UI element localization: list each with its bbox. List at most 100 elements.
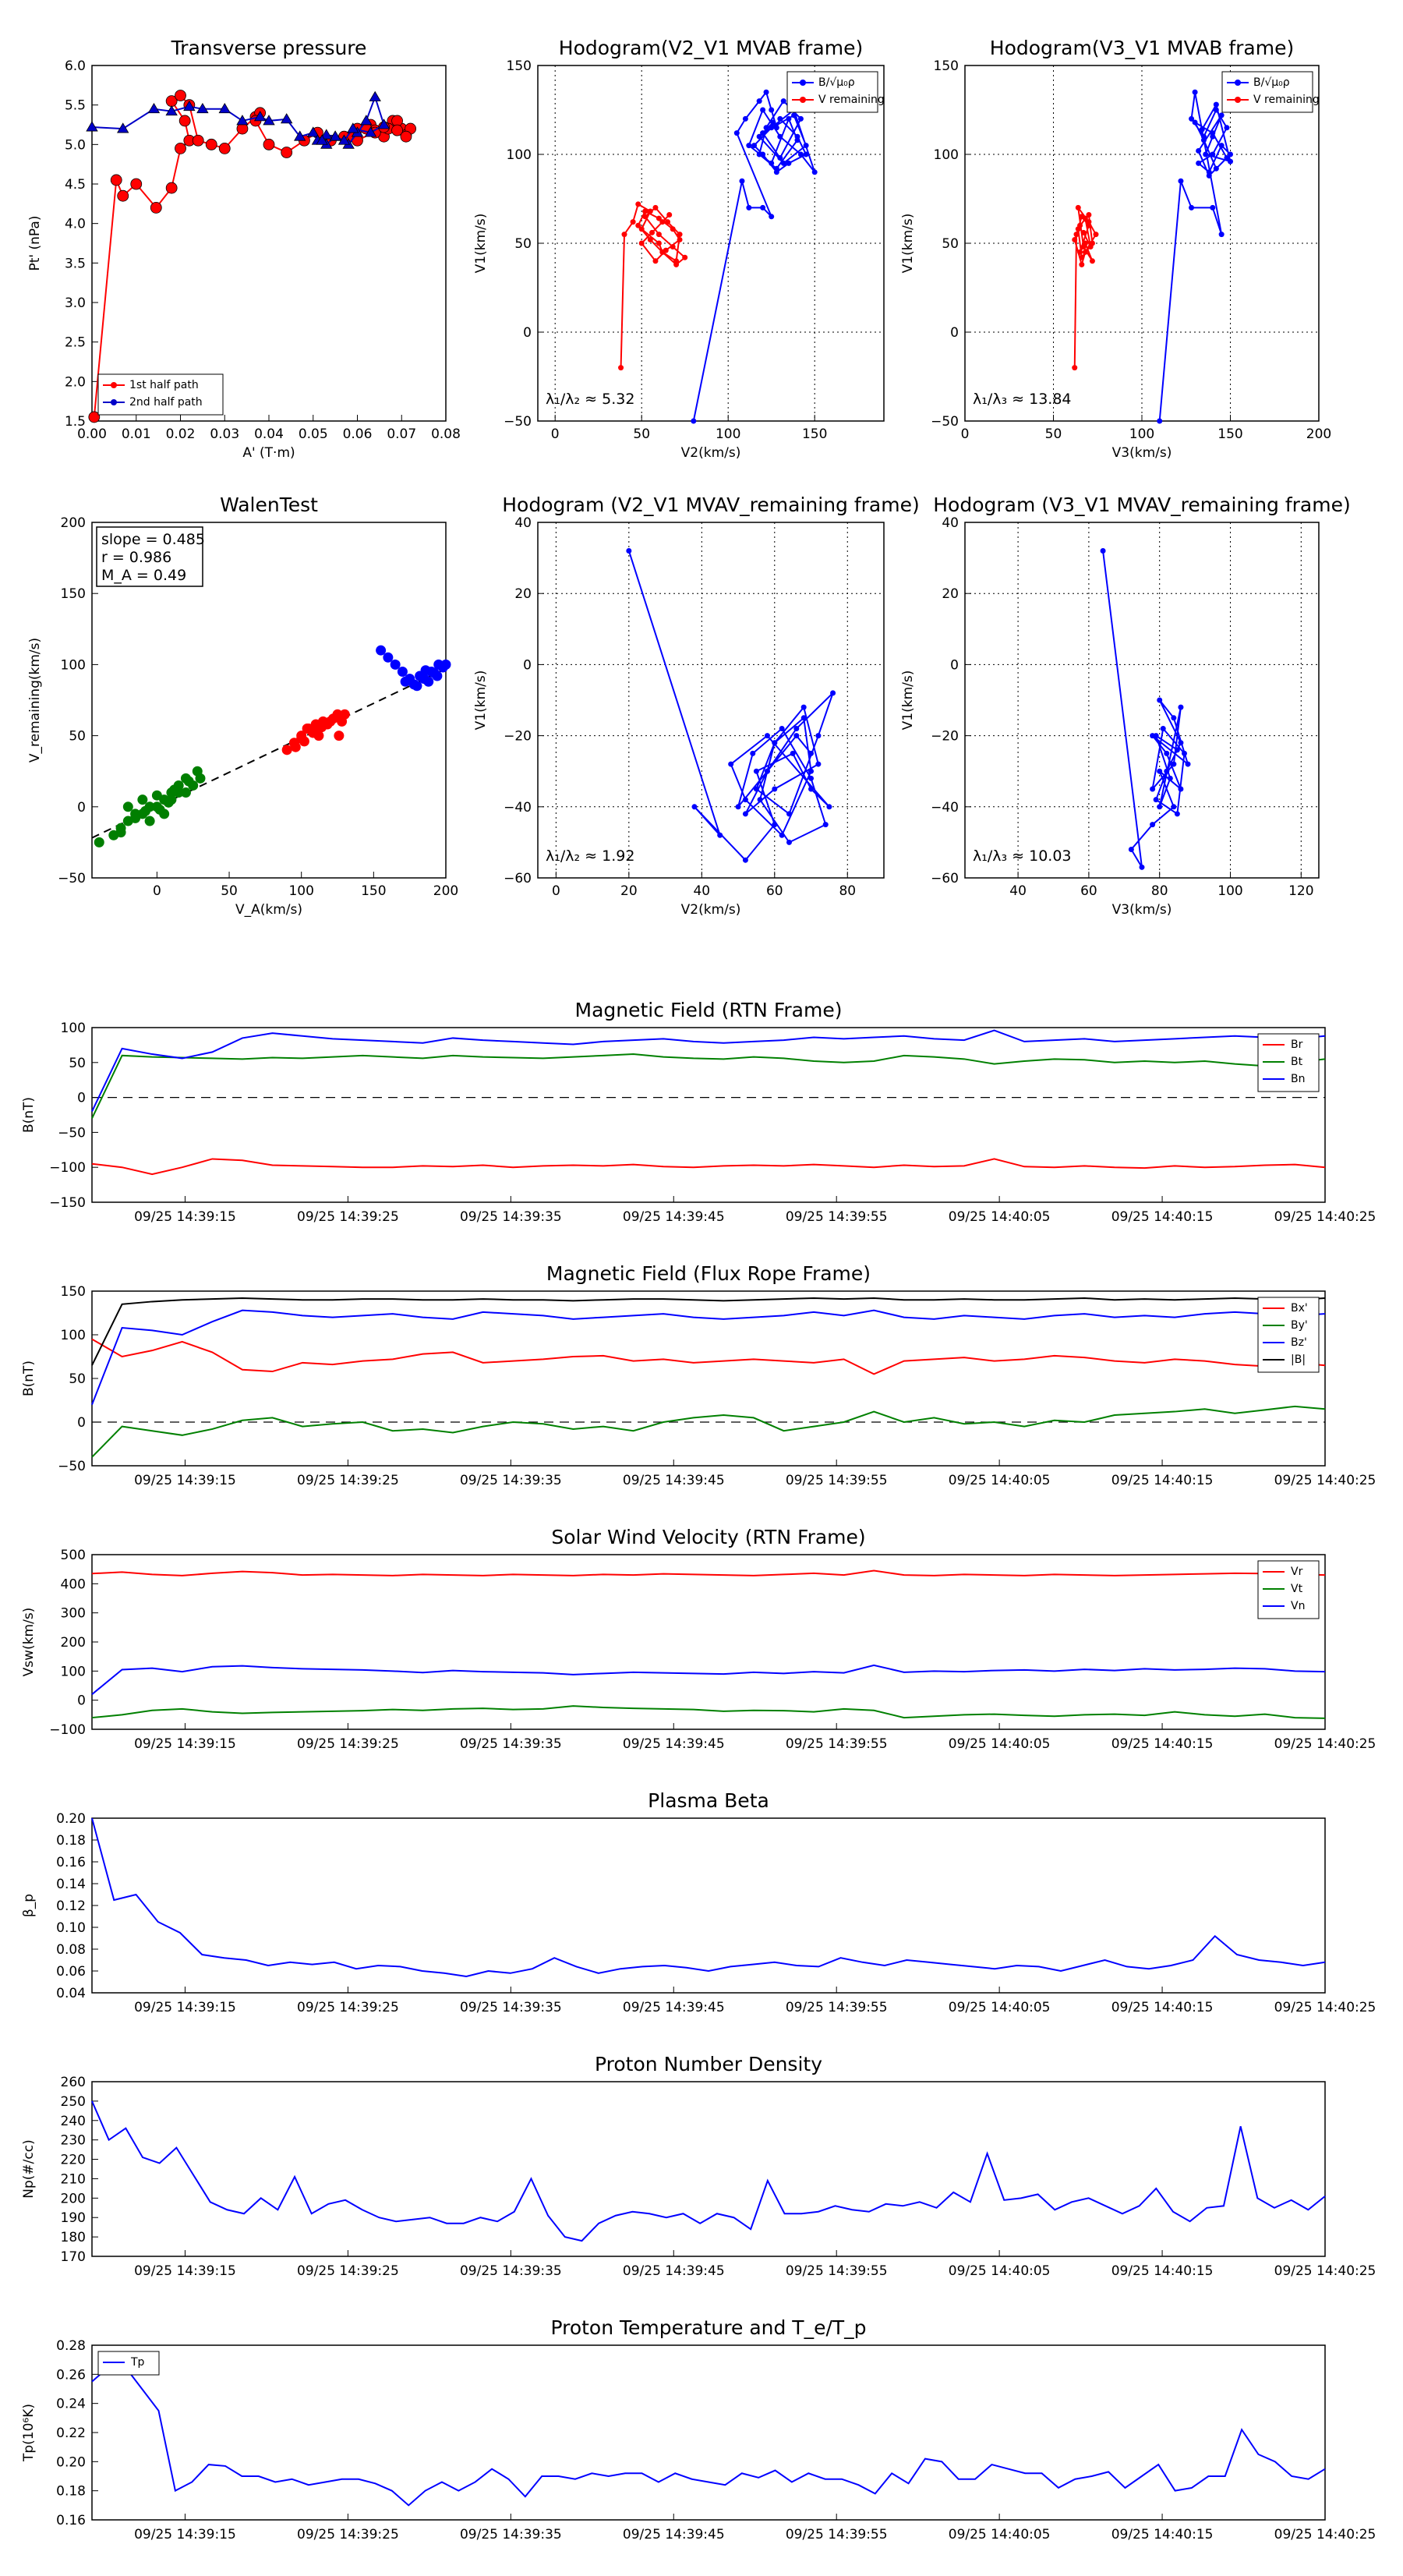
hodo2-point	[1210, 151, 1216, 157]
walen-ytick-label: 100	[61, 657, 86, 673]
walen-panel: WalenTest 0 50 100 150 200 −50 0 50 100 150 200 V_A(…	[27, 494, 458, 918]
pt-point	[263, 115, 275, 126]
walen-point	[180, 787, 191, 798]
np-ytick-label: 210	[61, 2171, 86, 2187]
hodo3-ylabel: V1(km/s)	[473, 671, 489, 731]
hodo2-ytick-label: −50	[931, 414, 959, 430]
pt-legend-label: 1st half path	[129, 379, 199, 391]
walen-point	[115, 827, 126, 838]
hodo2-point	[1192, 89, 1198, 95]
hodo1-point	[791, 112, 797, 119]
hodo2-point	[1196, 160, 1202, 166]
hodo1-ytick-label: 0	[523, 325, 532, 341]
pt-point	[218, 142, 231, 154]
hodo2-point	[1213, 101, 1219, 108]
bfr-series-Bz	[91, 1309, 1326, 1405]
pt-ytick-label: 2.5	[65, 335, 86, 351]
walen-point	[400, 676, 411, 687]
beta-xtick-label: 09/25 14:39:15	[134, 2000, 236, 2015]
beta-xtick-label: 09/25 14:39:55	[786, 2000, 888, 2015]
hodo1-legend-box	[786, 71, 878, 113]
bfield-legend-label: Bn	[1291, 1073, 1305, 1085]
walen-point	[390, 659, 401, 670]
hodo1-point	[673, 261, 680, 267]
pt-point	[147, 102, 161, 114]
beta-xtick-label: 09/25 14:40:15	[1111, 2000, 1214, 2015]
hodo1-point	[621, 232, 627, 238]
hodo4-xtick-label: 120	[1288, 883, 1313, 899]
hodo3-point	[742, 797, 748, 803]
hodo4-point	[1164, 768, 1170, 774]
np-ytick-label: 260	[61, 2075, 86, 2090]
hodo2-point	[1189, 115, 1195, 122]
vsw-panel: Solar Wind Velocity (RTN Frame) 09/25 14:…	[21, 1526, 1376, 1752]
walen-point	[408, 679, 419, 690]
hodo1-point	[742, 115, 748, 122]
np-xtick-label: 09/25 14:39:45	[623, 2263, 725, 2279]
vsw-xtick-label: 09/25 14:39:45	[623, 1736, 725, 1752]
hodo1-point	[763, 125, 769, 131]
hodo1-point	[739, 178, 745, 184]
walen-stat-ma: M_A = 0.49	[101, 567, 186, 584]
hodo3-ytick-label: 0	[523, 657, 532, 673]
hodo4-point	[1181, 750, 1187, 756]
vsw-xtick-label: 09/25 14:39:15	[134, 1736, 236, 1752]
bfr-ylabel: B(nT)	[21, 1361, 37, 1396]
hodo3-xtick-label: 20	[620, 883, 638, 899]
hodo2-point	[1086, 219, 1092, 225]
hodo1-xtick-label: 150	[802, 426, 827, 442]
hodo4-point	[1174, 747, 1180, 753]
hodo1-point	[763, 89, 769, 95]
beta-ytick-label: 0.10	[56, 1920, 86, 1936]
pt-xtick-label: 0.03	[210, 426, 239, 442]
hodo2-series-line	[1158, 92, 1232, 422]
hodo2-legend-marker	[1235, 80, 1241, 86]
beta-ytick-label: 0.12	[56, 1898, 86, 1914]
bfr-legend-label: Bx'	[1291, 1302, 1308, 1315]
hodo1-point	[760, 107, 766, 113]
bfr-xtick-label: 09/25 14:40:15	[1111, 1473, 1214, 1488]
hodo4-annotation: λ₁/λ₃ ≈ 10.03	[973, 847, 1072, 865]
tp-legend-label: Tp	[130, 2356, 145, 2369]
bfr-legend-box	[1257, 1297, 1320, 1373]
hodo1-point	[777, 115, 783, 122]
hodo4-point	[1157, 804, 1163, 810]
tp-series-Tp	[91, 2366, 1326, 2507]
tp-xtick-label: 09/25 14:39:25	[297, 2527, 399, 2542]
hodo1-point	[652, 258, 659, 264]
hodo1-point	[769, 214, 775, 220]
hodo4-point	[1171, 804, 1177, 810]
pt-point	[117, 189, 129, 202]
hodo3-xtick-label: 40	[693, 883, 710, 899]
hodo1-point	[670, 226, 676, 232]
bfield-ytick-label: 50	[69, 1056, 86, 1071]
hodo2-point	[1157, 418, 1163, 424]
hodo1-point	[642, 214, 648, 220]
pt-point	[150, 201, 162, 214]
hodo3-point	[790, 750, 796, 756]
pt-xtick-label: 0.07	[387, 426, 416, 442]
hodo1-point	[656, 232, 662, 238]
hodo1-point	[647, 208, 653, 214]
hodo1-annotation: λ₁/λ₂ ≈ 5.32	[546, 391, 634, 408]
hodo4-point	[1164, 750, 1170, 756]
bfield-legend-label: Bt	[1291, 1056, 1303, 1068]
hodo3-xtick-label: 0	[552, 883, 560, 899]
bfr-legend-label: By'	[1291, 1319, 1308, 1332]
hodo1-point	[663, 247, 669, 253]
hodo3-point	[808, 775, 815, 781]
bfield-panel: Magnetic Field (RTN Frame) 09/25 14:39:15…	[21, 999, 1376, 1225]
pt-ytick-label: 5.5	[65, 98, 86, 114]
hodo2-point	[1082, 215, 1088, 221]
beta-ytick-label: 0.14	[56, 1877, 86, 1892]
tp-ytick-label: 0.18	[56, 2484, 86, 2500]
hodo4-ytick-label: 40	[942, 515, 959, 531]
hodo2-point	[1075, 226, 1081, 232]
pt-point	[360, 115, 373, 126]
hodo2-point	[1210, 133, 1216, 140]
np-ytick-label: 240	[61, 2114, 86, 2129]
hodo1-ytick-label: −50	[504, 414, 532, 430]
walen-xtick-label: 150	[361, 883, 386, 899]
hodo4-point	[1100, 547, 1106, 554]
np-xtick-label: 09/25 14:39:25	[297, 2263, 399, 2279]
